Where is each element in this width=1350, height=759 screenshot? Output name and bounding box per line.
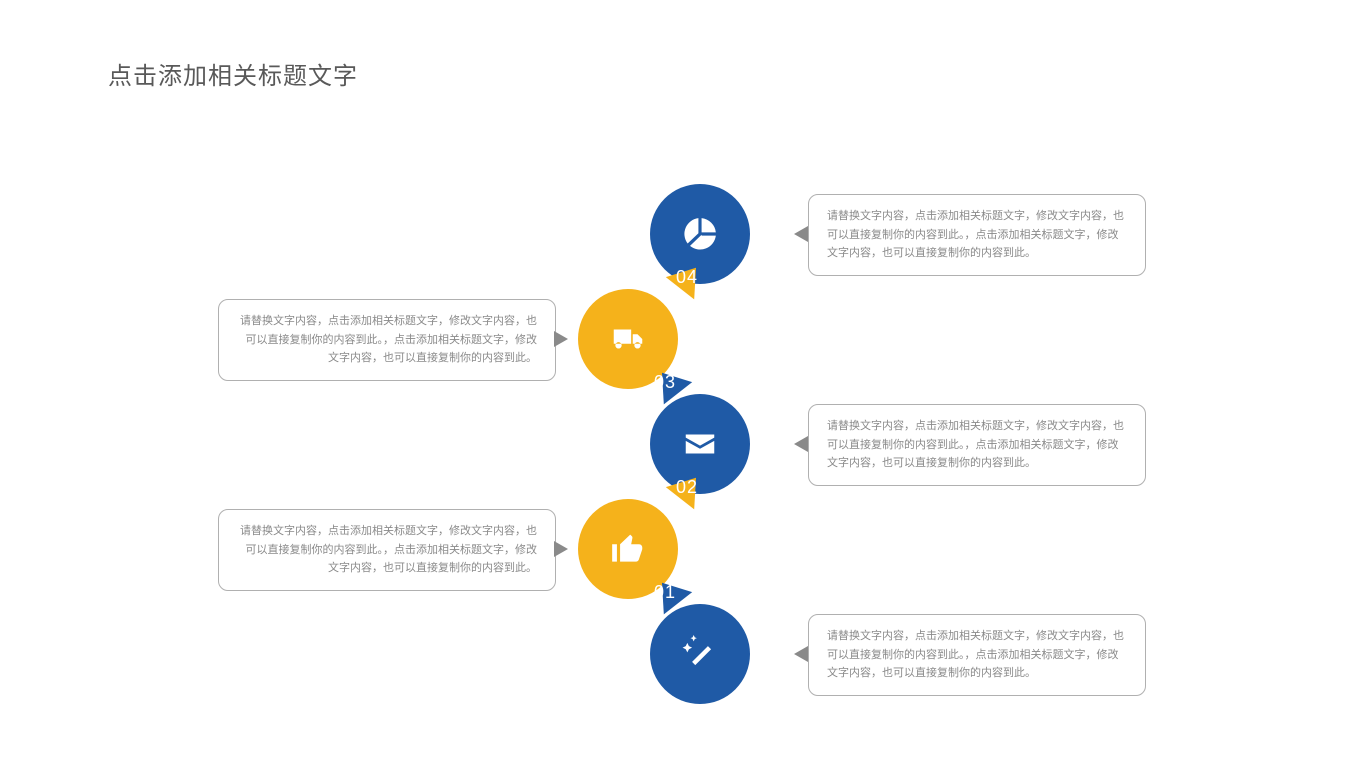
node-02-num: 02 [676,477,698,498]
node-05-circle [650,184,750,284]
node-04-num: 04 [676,267,698,288]
wand-icon [681,635,719,673]
callout-03: 请替换文字内容，点击添加相关标题文字，修改文字内容，也可以直接复制你的内容到此。… [808,404,1146,486]
page-title: 点击添加相关标题文字 [108,56,358,91]
pie-icon [681,215,719,253]
node-01-num: 01 [654,582,676,603]
callout-05: 请替换文字内容，点击添加相关标题文字，修改文字内容，也可以直接复制你的内容到此。… [808,194,1146,276]
callout-04-tri [554,331,568,347]
callout-01-tri [794,646,808,662]
node-03-num: 03 [654,372,676,393]
callout-05-tri [794,226,808,242]
node-03-circle [650,394,750,494]
callout-02-tri [554,541,568,557]
callout-04: 请替换文字内容，点击添加相关标题文字，修改文字内容，也可以直接复制你的内容到此。… [218,299,556,381]
mail-icon [681,425,719,463]
callout-03-tri [794,436,808,452]
node-01-circle [650,604,750,704]
callout-02: 请替换文字内容，点击添加相关标题文字，修改文字内容，也可以直接复制你的内容到此。… [218,509,556,591]
callout-01: 请替换文字内容，点击添加相关标题文字，修改文字内容，也可以直接复制你的内容到此。… [808,614,1146,696]
truck-icon [609,320,647,358]
thumb-icon [609,530,647,568]
